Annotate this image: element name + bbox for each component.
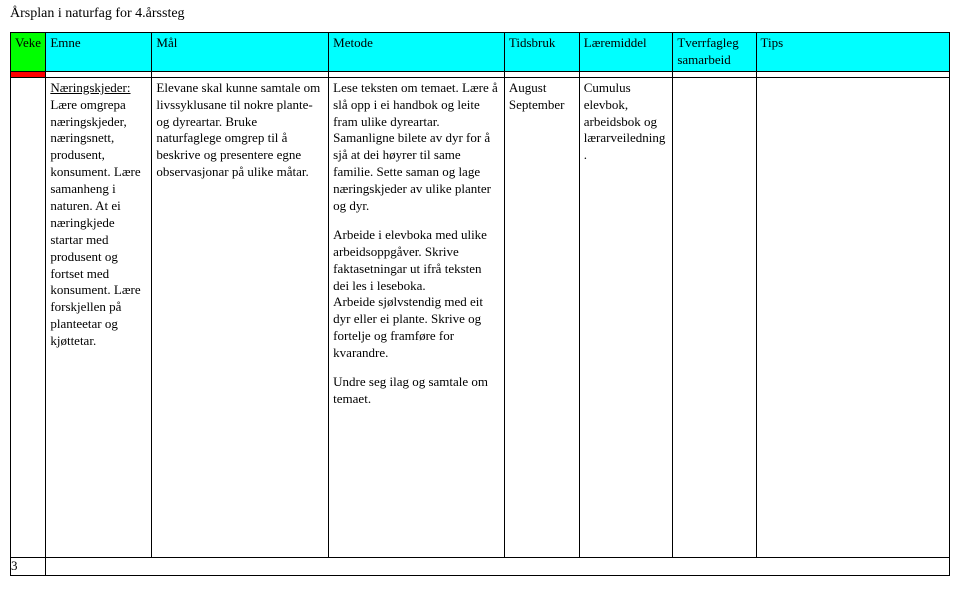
metode-p3: Arbeide sjølvstendig med eit dyr eller e… [333,294,500,362]
page-number: 3 [11,557,46,575]
page-title: Årsplan i naturfag for 4.årssteg [10,6,950,22]
col-tidsbruk: Tidsbruk [504,33,579,72]
cell-tverrfagleg [673,77,756,557]
col-emne: Emne [46,33,152,72]
col-maal: Mål [152,33,329,72]
cell-laeremiddel: Cumulus elevbok, arbeidsbok og lærarveil… [579,77,673,557]
header-row: Veke Emne Mål Metode Tidsbruk Læremiddel… [11,33,950,72]
metode-p2: Arbeide i elevboka med ulike arbeidsoppg… [333,227,500,295]
cell-maal: Elevane skal kunne samtale om livssyklus… [152,77,329,557]
cell-tips [756,77,949,557]
cell-metode: Lese teksten om temaet. Lære å slå opp i… [329,77,505,557]
emne-heading: Næringskjeder: [50,80,130,95]
content-row: Næringskjeder: Lære omgrepa næringskjede… [11,77,950,557]
yearplan-table: Veke Emne Mål Metode Tidsbruk Læremiddel… [10,32,950,576]
col-veke: Veke [11,33,46,72]
col-laeremiddel: Læremiddel [579,33,673,72]
cell-veke [11,77,46,557]
cell-emne: Næringskjeder: Lære omgrepa næringskjede… [46,77,152,557]
corner-row: 3 [11,557,950,575]
emne-body: Lære omgrepa næringskjeder, næringsnett,… [50,97,140,348]
cell-tidsbruk: August September [504,77,579,557]
metode-p1: Lese teksten om temaet. Lære å slå opp i… [333,80,500,215]
col-metode: Metode [329,33,505,72]
metode-p4: Undre seg ilag og samtale om temaet. [333,374,500,408]
col-tips: Tips [756,33,949,72]
col-tverrfagleg: Tverrfagleg samarbeid [673,33,756,72]
